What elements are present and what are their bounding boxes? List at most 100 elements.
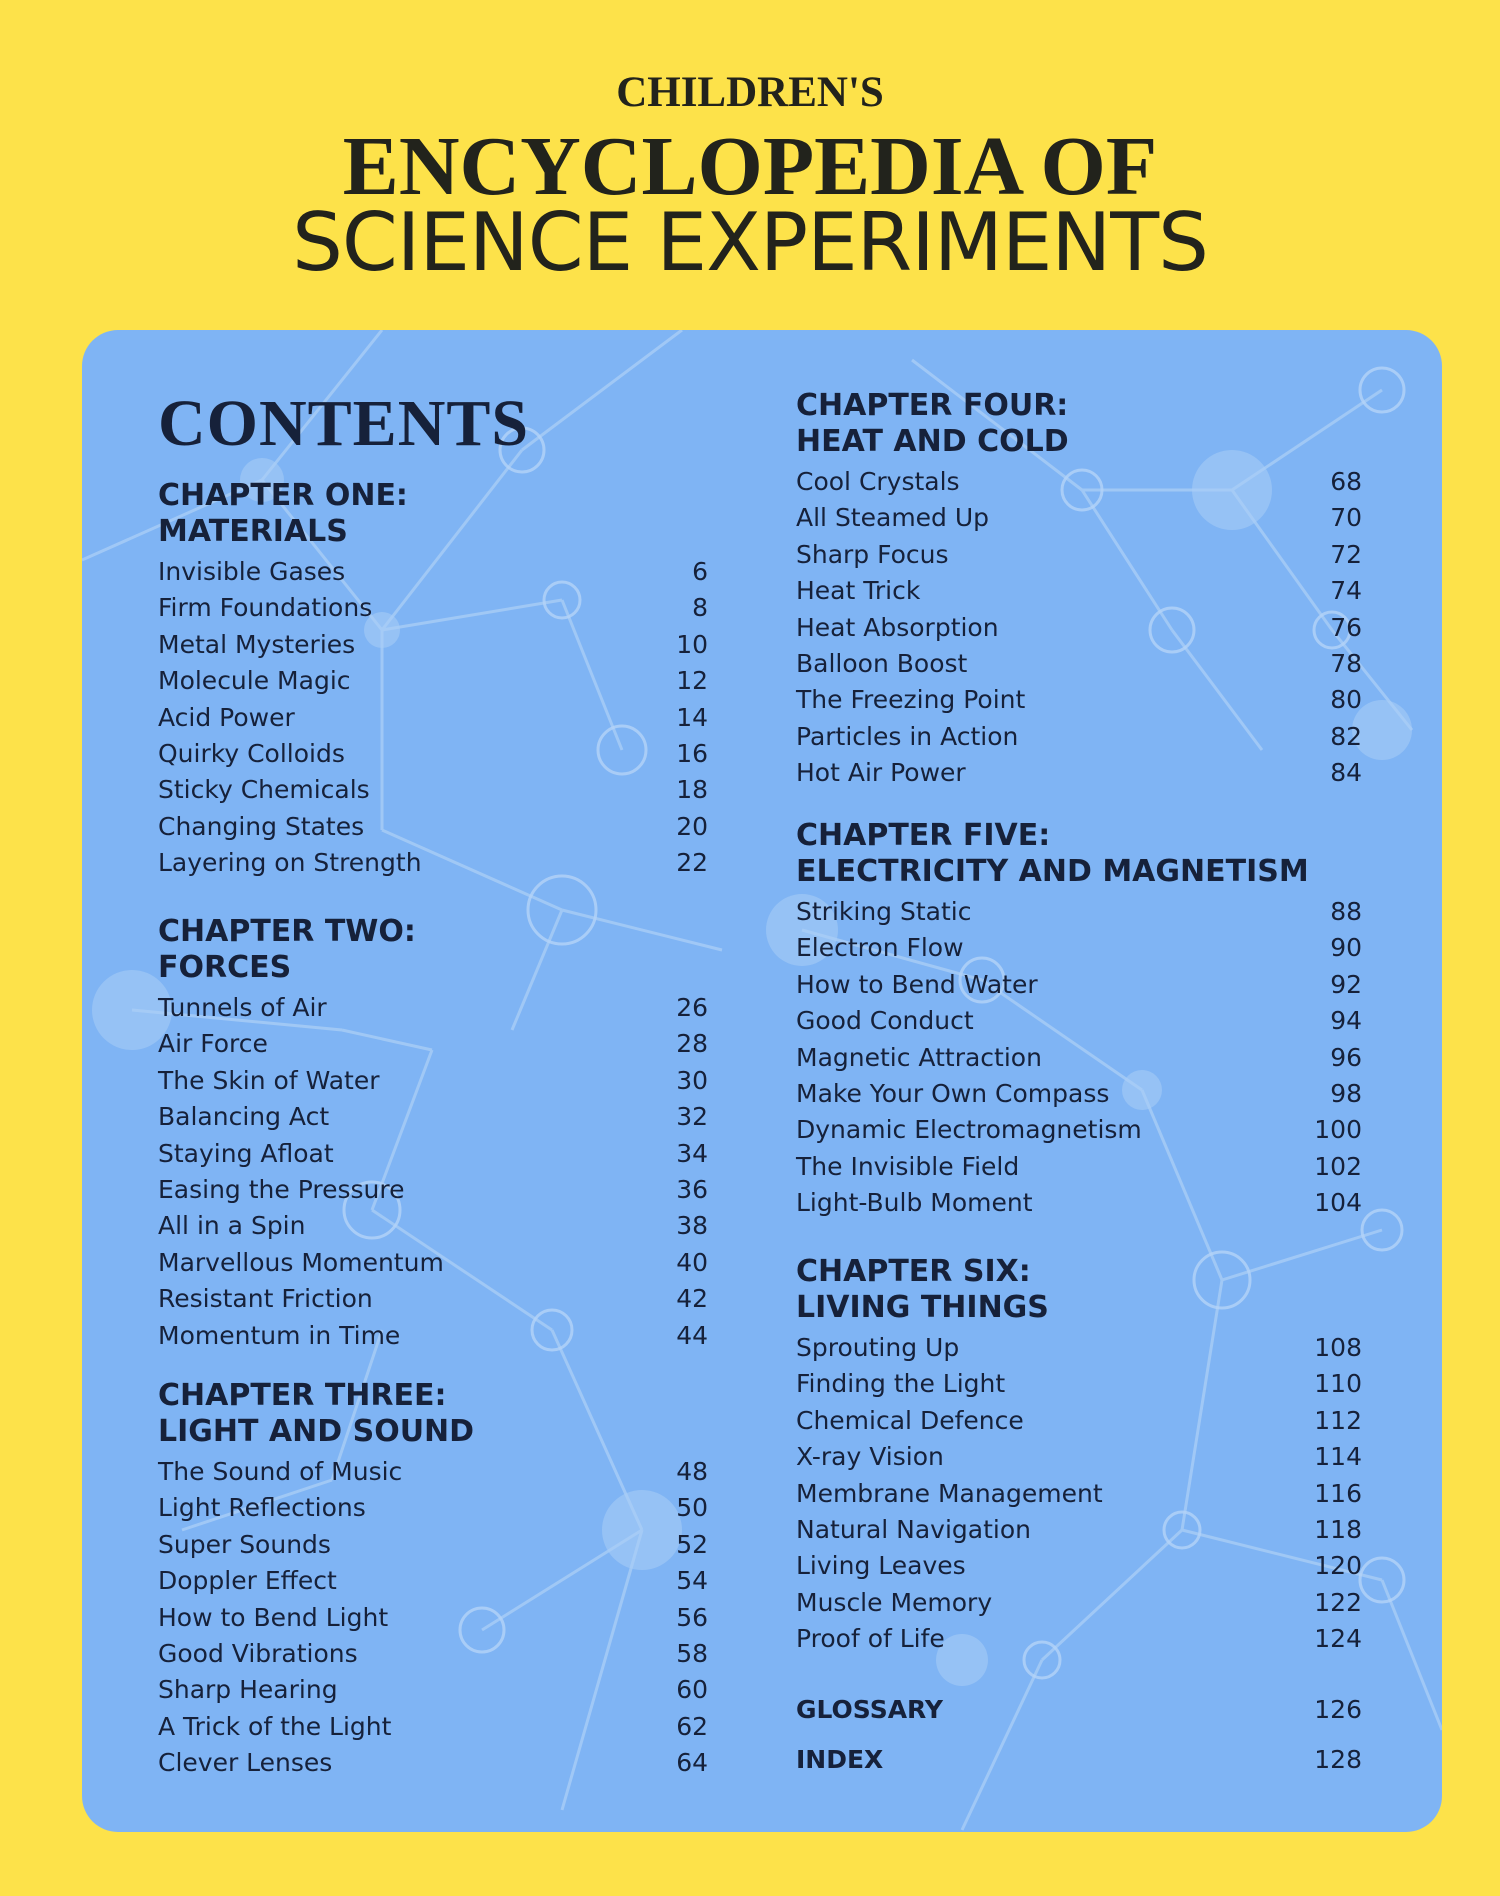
toc-entry[interactable]: Make Your Own Compass 98 — [796, 1076, 1362, 1112]
toc-entry-title: Magnetic Attraction — [796, 1042, 1042, 1072]
toc-entry[interactable]: Dynamic Electromagnetism 100 — [796, 1112, 1362, 1148]
toc-entry[interactable]: Acid Power 14 — [158, 700, 708, 736]
toc-entry-page: 80 — [1330, 685, 1362, 715]
chapter-title: CHAPTER THREE: LIGHT AND SOUND — [158, 1378, 708, 1450]
toc-entry[interactable]: Layering on Strength 22 — [158, 845, 708, 881]
toc-entry[interactable]: Finding the Light 110 — [796, 1366, 1362, 1402]
toc-entry[interactable]: Good Vibrations 58 — [158, 1636, 708, 1672]
toc-entry[interactable]: Clever Lenses 64 — [158, 1745, 708, 1781]
toc-entry-page: 110 — [1314, 1369, 1362, 1399]
toc-entry[interactable]: Proof of Life 124 — [796, 1621, 1362, 1657]
toc-entry[interactable]: Sprouting Up 108 — [796, 1330, 1362, 1366]
toc-entry[interactable]: Changing States 20 — [158, 809, 708, 845]
toc-entry-page: 50 — [676, 1493, 708, 1523]
toc-entry[interactable]: Muscle Memory 122 — [796, 1585, 1362, 1621]
toc-entry[interactable]: X-ray Vision 114 — [796, 1439, 1362, 1475]
toc-entry[interactable]: Particles in Action 82 — [796, 719, 1362, 755]
toc-entry[interactable]: Molecule Magic 12 — [158, 663, 708, 699]
toc-entry[interactable]: The Freezing Point 80 — [796, 682, 1362, 718]
toc-entry[interactable]: Air Force 28 — [158, 1026, 708, 1062]
toc-entry-page: 76 — [1330, 612, 1362, 642]
toc-entry[interactable]: Heat Trick 74 — [796, 573, 1362, 609]
toc-entry[interactable]: The Invisible Field 102 — [796, 1149, 1362, 1185]
glossary-label: GLOSSARY — [796, 1695, 944, 1724]
toc-entry-title: Layering on Strength — [158, 848, 422, 878]
toc-entry[interactable]: Light Reflections 50 — [158, 1490, 708, 1526]
toc-entry[interactable]: Balancing Act 32 — [158, 1099, 708, 1135]
toc-entry[interactable]: Easing the Pressure 36 — [158, 1172, 708, 1208]
chapter-name: FORCES — [158, 950, 292, 985]
chapter-title: CHAPTER FIVE: ELECTRICITY AND MAGNETISM — [796, 818, 1362, 890]
toc-entry[interactable]: Electron Flow 90 — [796, 930, 1362, 966]
toc-entry-title: Striking Static — [796, 897, 972, 926]
toc-entry-title: Tunnels of Air — [158, 993, 327, 1022]
toc-entry[interactable]: Good Conduct 94 — [796, 1003, 1362, 1039]
toc-entry[interactable]: All Steamed Up 70 — [796, 500, 1362, 536]
chapter-number: CHAPTER SIX: — [796, 1254, 1031, 1289]
toc-entry[interactable]: Doppler Effect 54 — [158, 1563, 708, 1599]
chapter-number: CHAPTER ONE: — [158, 478, 408, 513]
toc-entry-page: 114 — [1314, 1442, 1362, 1472]
toc-entry-page: 8 — [692, 593, 708, 623]
toc-entry[interactable]: Membrane Management 116 — [796, 1476, 1362, 1512]
contents-panel: CONTENTS CHAPTER ONE: MATERIALS Invisibl… — [82, 330, 1442, 1832]
toc-entry-title: Super Sounds — [158, 1529, 331, 1559]
toc-entry[interactable]: Natural Navigation 118 — [796, 1512, 1362, 1548]
toc-entry-title: Sharp Focus — [796, 539, 949, 569]
toc-entry[interactable]: Hot Air Power 84 — [796, 755, 1362, 791]
toc-entry[interactable]: Balloon Boost 78 — [796, 646, 1362, 682]
book-title-header: CHILDREN'S ENCYCLOPEDIA OF SCIENCE EXPER… — [0, 0, 1500, 320]
toc-entry[interactable]: Quirky Colloids 16 — [158, 736, 708, 772]
toc-entry-title: Resistant Friction — [158, 1284, 373, 1314]
chapter-six: CHAPTER SIX: LIVING THINGS Sprouting Up 1… — [796, 1254, 1362, 1658]
toc-entry[interactable]: Cool Crystals 68 — [796, 464, 1362, 500]
toc-entry[interactable]: Resistant Friction 42 — [158, 1281, 708, 1317]
chapter-title: CHAPTER ONE: MATERIALS — [158, 478, 708, 550]
toc-entry-title: Sharp Hearing — [158, 1675, 338, 1705]
toc-entry[interactable]: The Sound of Music 48 — [158, 1454, 708, 1490]
index-page: 128 — [1314, 1745, 1362, 1774]
toc-entry[interactable]: A Trick of the Light 62 — [158, 1709, 708, 1745]
toc-entry-title: Sprouting Up — [796, 1333, 960, 1362]
toc-entry[interactable]: Striking Static 88 — [796, 894, 1362, 930]
toc-entry[interactable]: Sticky Chemicals 18 — [158, 772, 708, 808]
toc-entry[interactable]: Super Sounds 52 — [158, 1527, 708, 1563]
toc-entry-page: 16 — [676, 738, 708, 768]
toc-entry[interactable]: How to Bend Light 56 — [158, 1600, 708, 1636]
glossary-entry[interactable]: GLOSSARY 126 — [796, 1690, 1362, 1730]
toc-entry[interactable]: How to Bend Water 92 — [796, 967, 1362, 1003]
toc-entry[interactable]: Momentum in Time 44 — [158, 1318, 708, 1354]
toc-entry[interactable]: Invisible Gases 6 — [158, 554, 708, 590]
toc-entry-title: Momentum in Time — [158, 1320, 401, 1350]
toc-entry[interactable]: The Skin of Water 30 — [158, 1063, 708, 1099]
toc-entry[interactable]: Metal Mysteries 10 — [158, 627, 708, 663]
toc-entry-title: Muscle Memory — [796, 1587, 993, 1617]
chapter-three: CHAPTER THREE: LIGHT AND SOUND The Sound… — [158, 1378, 708, 1782]
chapter-name: LIVING THINGS — [796, 1290, 1049, 1325]
glossary-page: 126 — [1314, 1695, 1362, 1724]
toc-entry[interactable]: Chemical Defence 112 — [796, 1403, 1362, 1439]
toc-entry[interactable]: All in a Spin 38 — [158, 1208, 708, 1244]
toc-entry[interactable]: Sharp Hearing 60 — [158, 1672, 708, 1708]
toc-entry-title: Proof of Life — [796, 1624, 945, 1654]
toc-entry-page: 22 — [676, 848, 708, 878]
toc-entry[interactable]: Tunnels of Air 26 — [158, 990, 708, 1026]
toc-entry[interactable]: Living Leaves 120 — [796, 1548, 1362, 1584]
chapter-number: CHAPTER THREE: — [158, 1378, 447, 1413]
toc-entry-title: Air Force — [158, 1029, 268, 1059]
toc-entry[interactable]: Marvellous Momentum 40 — [158, 1245, 708, 1281]
toc-entry-page: 72 — [1330, 539, 1362, 569]
toc-entry-page: 88 — [1330, 897, 1362, 926]
chapter-number: CHAPTER FOUR: — [796, 388, 1069, 423]
toc-entry-title: Invisible Gases — [158, 557, 346, 586]
toc-entry-page: 104 — [1314, 1188, 1362, 1218]
toc-entry-title: The Freezing Point — [796, 685, 1026, 715]
toc-entry[interactable]: Sharp Focus 72 — [796, 537, 1362, 573]
toc-entry[interactable]: Staying Afloat 34 — [158, 1136, 708, 1172]
toc-entry[interactable]: Light-Bulb Moment 104 — [796, 1185, 1362, 1221]
toc-entry[interactable]: Firm Foundations 8 — [158, 590, 708, 626]
toc-entry[interactable]: Heat Absorption 76 — [796, 610, 1362, 646]
toc-entry[interactable]: Magnetic Attraction 96 — [796, 1040, 1362, 1076]
toc-entry-page: 100 — [1314, 1115, 1362, 1145]
index-entry[interactable]: INDEX 128 — [796, 1740, 1362, 1780]
